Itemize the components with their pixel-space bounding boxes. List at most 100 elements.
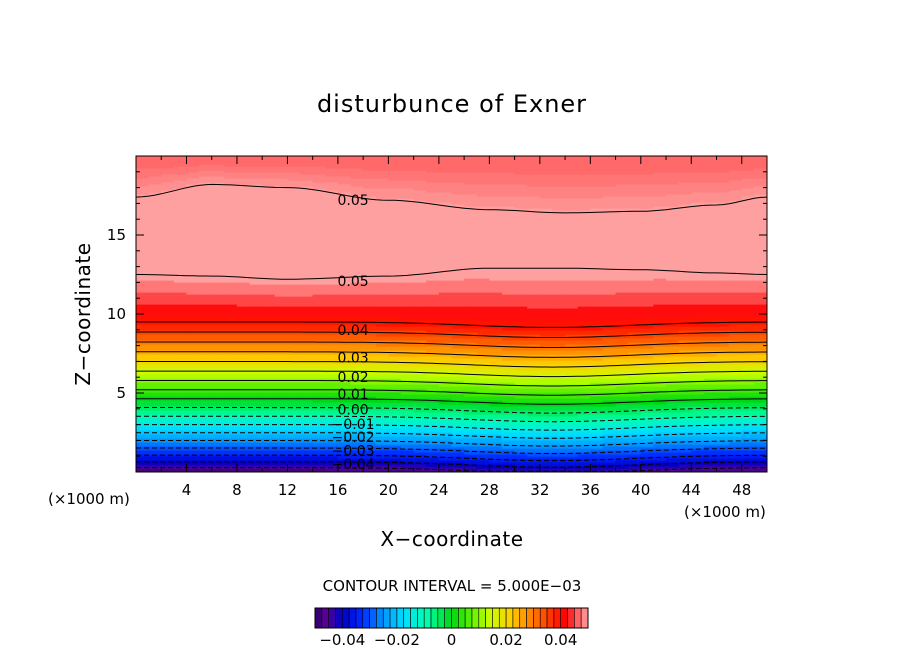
colorbar-cell bbox=[471, 607, 480, 629]
colorbar-cell bbox=[417, 607, 425, 629]
colorbar-cell bbox=[389, 607, 398, 629]
contour-line-7 bbox=[136, 415, 767, 423]
contour-line-3 bbox=[136, 447, 767, 455]
colorbar-cell bbox=[341, 607, 350, 629]
colorbar-cell bbox=[437, 607, 445, 629]
contour-line-12 bbox=[136, 370, 767, 378]
contour-line-1 bbox=[136, 461, 767, 468]
colorbar-cell bbox=[533, 607, 541, 629]
contour-line-5 bbox=[136, 432, 767, 439]
colorbar-cell bbox=[512, 607, 521, 629]
colorbar-frame bbox=[314, 607, 589, 629]
colorbar-cell bbox=[553, 607, 562, 629]
x-tick-label: 12 bbox=[278, 481, 297, 499]
colorbar-cell bbox=[362, 607, 370, 629]
colorbar-cell bbox=[567, 607, 575, 629]
colorbar-cell bbox=[376, 607, 384, 629]
colorbar-cell bbox=[498, 607, 507, 629]
contour-label: 0.03 bbox=[337, 350, 368, 366]
x-tick-label: 20 bbox=[379, 481, 398, 499]
colorbar-cell bbox=[464, 607, 473, 629]
colorbar-cell bbox=[410, 607, 418, 629]
contour-interval-label: CONTOUR INTERVAL = 5.000E−03 bbox=[323, 577, 582, 595]
contour-line-13 bbox=[136, 361, 767, 368]
chart-title: disturbunce of Exner bbox=[317, 90, 587, 118]
contour-line-4 bbox=[136, 440, 767, 447]
contour-label: −0.04 bbox=[332, 457, 375, 473]
contour-line-9 bbox=[136, 398, 767, 405]
contour-label: 0.05 bbox=[337, 193, 368, 209]
colorbar-cell bbox=[451, 607, 459, 629]
x-tick-label: 40 bbox=[631, 481, 650, 499]
colorbar-cell bbox=[321, 607, 329, 629]
colorbar-tick-label: 0.04 bbox=[544, 631, 577, 649]
contour-line-upper bbox=[136, 183, 767, 214]
y-axis-title: Z−coordinate bbox=[71, 242, 95, 385]
y-tick-label: 5 bbox=[116, 384, 126, 402]
x-tick-label: 32 bbox=[530, 481, 549, 499]
contour-line-17 bbox=[136, 321, 767, 328]
colorbar-cell bbox=[580, 607, 589, 629]
contour-line-10 bbox=[136, 389, 767, 396]
colorbar-cell bbox=[478, 607, 486, 629]
colorbar-tick-label: 0.02 bbox=[489, 631, 522, 649]
colorbar-cell bbox=[314, 607, 323, 629]
colorbar-cell bbox=[396, 607, 405, 629]
y-tick-label: 10 bbox=[107, 305, 126, 323]
plot-area: 0.050.050.040.030.020.010.00−0.01−0.02−0… bbox=[136, 156, 767, 473]
contour-line-0 bbox=[136, 467, 767, 472]
x-tick-label: 28 bbox=[480, 481, 499, 499]
contour-line-11 bbox=[136, 380, 767, 387]
colorbar-cell bbox=[355, 607, 364, 629]
colorbar-cell bbox=[430, 607, 439, 629]
contour-label: −0.03 bbox=[332, 444, 375, 460]
contour-label: 0.02 bbox=[337, 370, 368, 386]
colorbar-cell bbox=[369, 607, 377, 629]
x-tick-label: 8 bbox=[232, 481, 242, 499]
contour-label: −0.02 bbox=[332, 430, 375, 446]
colorbar-cell bbox=[492, 607, 500, 629]
colorbar-cell bbox=[560, 607, 568, 629]
colorbar-cell bbox=[505, 607, 514, 629]
colorbar-cell bbox=[574, 607, 582, 629]
x-tick-label: 36 bbox=[581, 481, 600, 499]
contour-label: 0.04 bbox=[337, 323, 368, 339]
x-tick-label: 24 bbox=[429, 481, 448, 499]
contour-label: 0.01 bbox=[337, 387, 368, 403]
contour-line-lower bbox=[136, 267, 767, 280]
x-unit-label-right: (×1000 m) bbox=[684, 503, 766, 521]
colorbar: −0.04 −0.02 0 0.02 0.04 bbox=[314, 607, 589, 649]
colorbar-cell bbox=[546, 607, 555, 629]
contour-line-2 bbox=[136, 454, 767, 462]
contour-line-15 bbox=[136, 341, 767, 348]
colorbar-cell bbox=[444, 607, 452, 629]
colorbar-cell bbox=[423, 607, 432, 629]
contour-label: 0.00 bbox=[337, 403, 368, 419]
x-tick-label: 44 bbox=[682, 481, 701, 499]
contour-line-14 bbox=[136, 351, 767, 358]
contour-line-6 bbox=[136, 424, 767, 431]
colorbar-cell bbox=[335, 607, 343, 629]
contour-label: −0.01 bbox=[332, 417, 375, 433]
x-tick-label: 4 bbox=[182, 481, 192, 499]
contour-line-16 bbox=[136, 331, 767, 338]
colorbar-cell bbox=[382, 607, 391, 629]
colorbar-cell bbox=[328, 607, 336, 629]
colorbar-cell bbox=[526, 607, 534, 629]
colorbar-tick-label: 0 bbox=[447, 631, 457, 649]
colorbar-cell bbox=[458, 607, 466, 629]
contour-label: 0.05 bbox=[337, 274, 368, 290]
colorbar-tick-label: −0.02 bbox=[374, 631, 420, 649]
y-tick-label: 15 bbox=[107, 226, 126, 244]
colorbar-cell bbox=[519, 607, 527, 629]
colorbar-cell bbox=[403, 607, 411, 629]
x-unit-label-left: (×1000 m) bbox=[48, 490, 130, 508]
x-tick-label: 16 bbox=[328, 481, 347, 499]
colorbar-cell bbox=[539, 607, 548, 629]
colorbar-cell bbox=[348, 607, 357, 629]
colorbar-cell bbox=[485, 607, 493, 629]
x-tick-label: 48 bbox=[732, 481, 751, 499]
contour-line-8 bbox=[136, 407, 767, 414]
